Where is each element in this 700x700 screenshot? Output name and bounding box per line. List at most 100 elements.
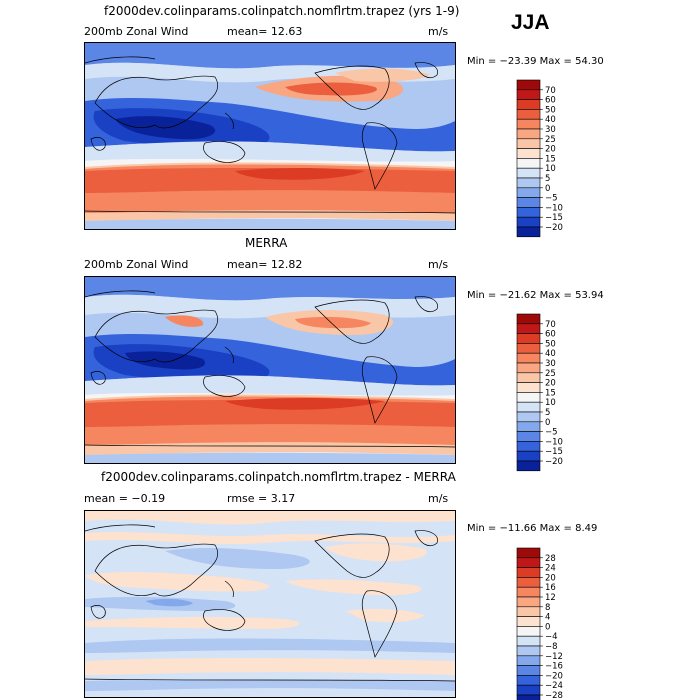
colorbar-tick-label: 20 xyxy=(545,573,556,583)
colorbar-swatch xyxy=(516,99,541,110)
colorbar-swatch xyxy=(516,441,541,452)
panel1-colorbar: 70 60 50 40 30 25 20 15 10 5 0 −5 −10 −15 −20 xyxy=(516,79,577,238)
colorbar-tick-label: −24 xyxy=(545,681,563,691)
colorbar-swatch xyxy=(516,547,541,559)
colorbar-tick-label: −4 xyxy=(545,632,558,642)
colorbar-tick-label: 50 xyxy=(545,339,556,349)
colorbar-tick-label: −15 xyxy=(545,213,563,223)
panel1-title: f2000dev.colinparams.colinpatch.nomflrtm… xyxy=(104,4,460,18)
colorbar-swatch xyxy=(516,333,541,344)
panel2-colorbar: 70 60 50 40 30 25 20 15 10 5 0 −5 −10 −15 −20 xyxy=(516,313,577,472)
colorbar-swatch xyxy=(516,109,541,120)
colorbar-swatch xyxy=(516,401,541,413)
colorbar-swatch xyxy=(516,635,541,647)
colorbar-tick-label: 28 xyxy=(545,554,556,564)
panel1-minmax: Min = −23.39 Max = 54.30 xyxy=(467,56,604,67)
colorbar-swatch xyxy=(516,645,541,657)
colorbar-swatch xyxy=(516,372,541,383)
colorbar-tick-label: 25 xyxy=(545,369,556,379)
colorbar-swatch xyxy=(516,431,541,442)
colorbar-swatch xyxy=(516,187,541,198)
colorbar-swatch xyxy=(516,343,541,354)
colorbar-tick-label: 0 xyxy=(545,184,550,194)
colorbar-tick-label: 25 xyxy=(545,135,556,145)
colorbar-swatch xyxy=(516,89,541,100)
colorbar-swatch xyxy=(516,675,541,686)
colorbar-swatch xyxy=(516,694,541,700)
panel2-mean: mean= 12.82 xyxy=(227,258,303,271)
colorbar-tick-label: −20 xyxy=(545,671,563,681)
colorbar-swatch xyxy=(516,450,541,462)
panel3-minmax: Min = −11.66 Max = 8.49 xyxy=(467,523,598,534)
colorbar-tick-label: 20 xyxy=(545,379,556,389)
colorbar-tick-label: 24 xyxy=(545,564,556,574)
colorbar-tick-label: −10 xyxy=(545,437,563,447)
colorbar-swatch xyxy=(516,586,541,598)
colorbar-swatch xyxy=(516,148,541,159)
colorbar-tick-label: 4 xyxy=(545,613,550,623)
colorbar-swatch xyxy=(516,684,541,696)
panel3-colorbar: 28 24 20 16 12 8 4 0 −4 −8 −12 −16 −20 −24 −28 xyxy=(516,547,577,700)
colorbar-tick-label: 10 xyxy=(545,398,556,408)
panel1-variable-label: 200mb Zonal Wind xyxy=(84,25,189,38)
colorbar-tick-label: −20 xyxy=(545,457,563,467)
panel2-units: m/s xyxy=(428,258,449,271)
panel1-map xyxy=(84,42,456,230)
colorbar-swatch xyxy=(516,207,541,218)
colorbar-tick-label: 30 xyxy=(545,125,556,135)
colorbar-swatch xyxy=(516,421,541,432)
colorbar-tick-label: 16 xyxy=(545,583,556,593)
colorbar-tick-label: −12 xyxy=(545,652,563,662)
panel2-map xyxy=(84,276,456,464)
colorbar-tick-label: 15 xyxy=(545,388,556,398)
colorbar-swatch xyxy=(516,313,541,325)
colorbar-swatch xyxy=(516,118,541,130)
colorbar-swatch xyxy=(516,362,541,374)
colorbar-swatch xyxy=(516,352,541,364)
colorbar-tick-label: −8 xyxy=(545,642,558,652)
colorbar-swatch xyxy=(516,606,541,617)
colorbar-swatch xyxy=(516,216,541,228)
colorbar-tick-label: 0 xyxy=(545,418,550,428)
colorbar-swatch xyxy=(516,128,541,140)
colorbar-tick-label: 20 xyxy=(545,145,556,155)
colorbar-tick-label: 50 xyxy=(545,105,556,115)
colorbar-tick-label: 40 xyxy=(545,115,556,125)
colorbar-swatch xyxy=(516,616,541,627)
colorbar-swatch xyxy=(516,382,541,393)
colorbar-tick-label: 5 xyxy=(545,408,550,418)
panel3-map xyxy=(84,510,456,698)
colorbar-tick-label: −16 xyxy=(545,662,563,672)
colorbar-tick-label: 70 xyxy=(545,320,556,330)
colorbar-tick-label: 30 xyxy=(545,359,556,369)
panel2-variable-label: 200mb Zonal Wind xyxy=(84,258,189,271)
colorbar-tick-label: 5 xyxy=(545,174,550,184)
colorbar-swatch xyxy=(516,596,541,608)
panel3-units: m/s xyxy=(428,492,449,505)
colorbar-tick-label: 60 xyxy=(545,96,556,106)
colorbar-swatch xyxy=(516,655,541,666)
panel1-units: m/s xyxy=(428,25,449,38)
panel2-title: MERRA xyxy=(245,236,288,250)
colorbar-tick-label: −10 xyxy=(545,203,563,213)
colorbar-swatch xyxy=(516,626,541,637)
colorbar-swatch xyxy=(516,158,541,169)
colorbar-swatch xyxy=(516,177,541,189)
colorbar-tick-label: 40 xyxy=(545,349,556,359)
colorbar-swatch xyxy=(516,567,541,578)
season-label: JJA xyxy=(511,11,550,34)
colorbar-tick-label: 15 xyxy=(545,154,556,164)
colorbar-tick-label: 12 xyxy=(545,593,556,603)
colorbar-tick-label: −15 xyxy=(545,447,563,457)
colorbar-swatch xyxy=(516,167,541,179)
panel3-mean: mean = −0.19 xyxy=(84,492,166,505)
colorbar-swatch xyxy=(516,226,541,238)
colorbar-swatch xyxy=(516,197,541,208)
colorbar-tick-label: −5 xyxy=(545,428,558,438)
panel1-mean: mean= 12.63 xyxy=(227,25,303,38)
panel2-minmax: Min = −21.62 Max = 53.94 xyxy=(467,290,604,301)
colorbar-swatch xyxy=(516,577,541,588)
colorbar-tick-label: 10 xyxy=(545,164,556,174)
colorbar-swatch xyxy=(516,557,541,568)
colorbar-swatch xyxy=(516,323,541,334)
